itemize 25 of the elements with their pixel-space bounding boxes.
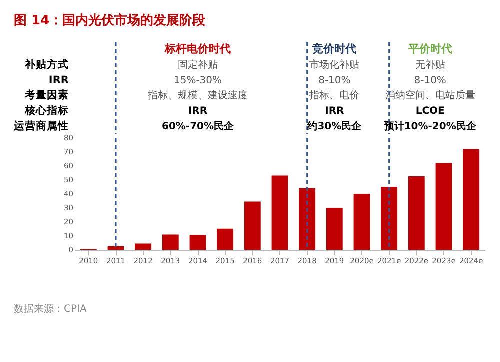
text: 约30%民企: [306, 120, 363, 132]
text: 运营商属性: [13, 119, 69, 132]
text: 标杆电价时代: [164, 42, 231, 56]
text: 60%-70%民企: [162, 120, 236, 132]
text: 无补贴: [415, 59, 446, 71]
text: 核心指标: [24, 104, 69, 117]
text: 考量因素: [24, 88, 69, 102]
text: 15%-30%: [174, 75, 222, 86]
text: 预计10%-20%民企: [383, 120, 478, 132]
text: 竞价时代: [312, 42, 357, 56]
text: IRR: [188, 106, 208, 117]
text: LCOE: [416, 106, 446, 117]
chart-title: 图 14：国内光伏市场的发展阶段: [14, 12, 207, 28]
text: 固定补贴: [178, 59, 218, 71]
text: 平价时代: [407, 42, 452, 56]
text: 8-10%: [318, 75, 351, 86]
text: IRR: [325, 106, 345, 117]
text: 消纳空间、电站质量: [385, 90, 476, 102]
text: 8-10%: [414, 75, 446, 86]
text: 补贴方式: [24, 58, 69, 71]
source-note: 数据来源：CPIA: [14, 302, 87, 316]
text: 指标、规模、建设速度: [147, 90, 248, 102]
text: 指标、电价: [308, 90, 360, 102]
text: IRR: [48, 74, 69, 86]
text: 市场化补贴: [310, 59, 360, 71]
